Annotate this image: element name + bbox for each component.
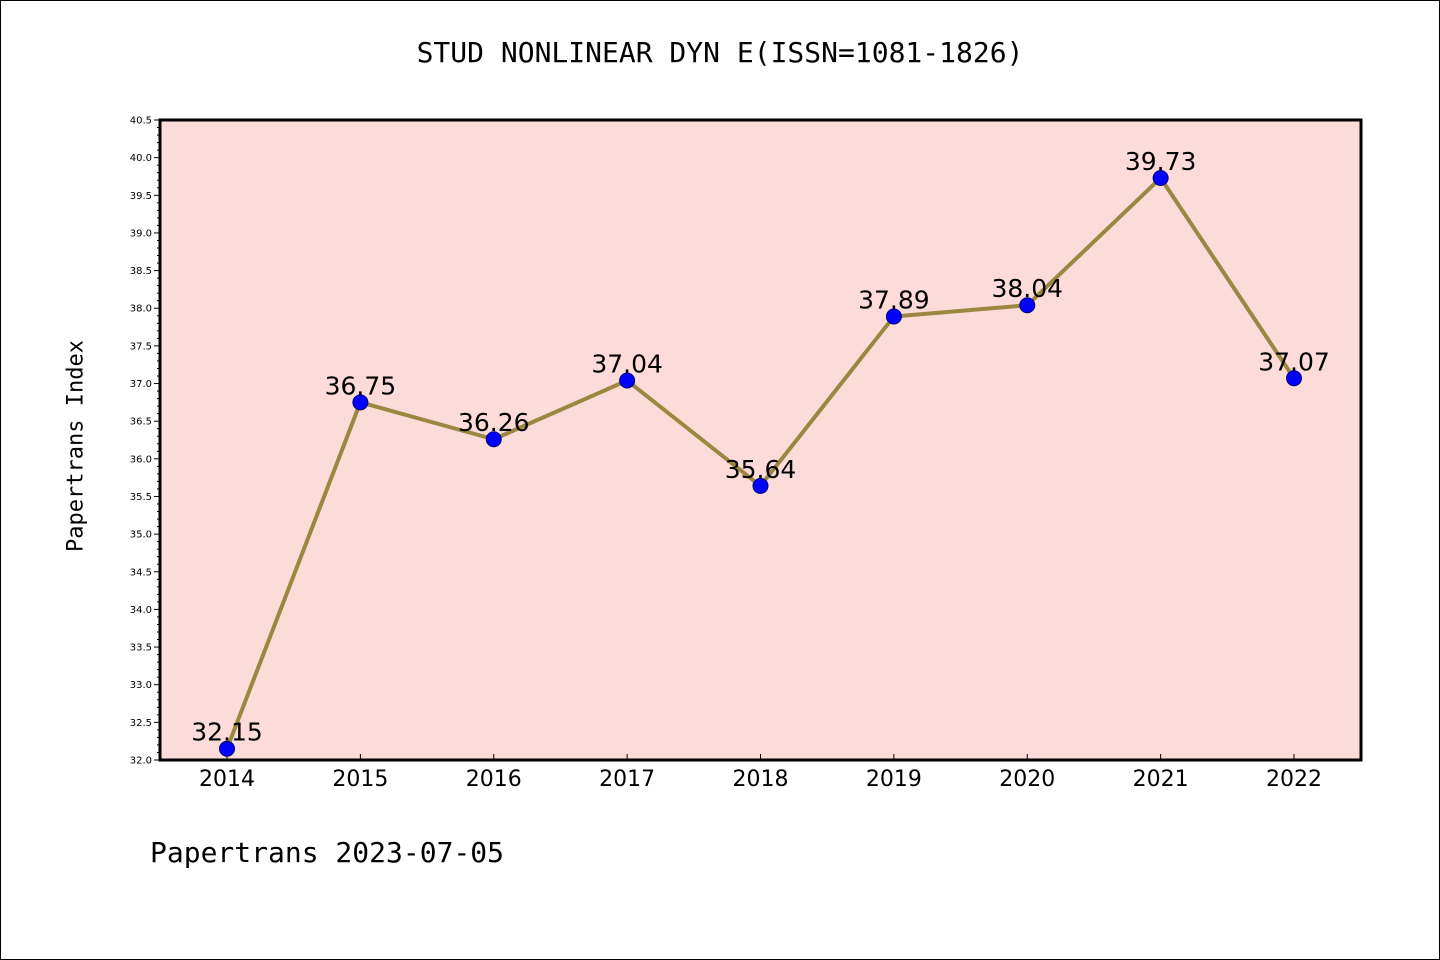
data-point bbox=[1019, 297, 1036, 314]
plot-border bbox=[158, 118, 1363, 762]
data-point bbox=[752, 477, 769, 494]
data-point bbox=[1286, 370, 1302, 387]
data-point bbox=[885, 308, 902, 325]
y-tick-label: 39.5 bbox=[130, 191, 152, 202]
y-tick-label: 39.0 bbox=[130, 228, 152, 239]
y-tick-label: 33.0 bbox=[130, 680, 152, 691]
x-tick-label: 2016 bbox=[466, 767, 522, 792]
x-tick-label: 2018 bbox=[733, 767, 789, 792]
x-tick-label: 2022 bbox=[1266, 767, 1322, 792]
y-tick-label: 36.5 bbox=[130, 417, 152, 428]
y-tick-label: 36.0 bbox=[130, 454, 152, 465]
y-tick-label: 37.5 bbox=[130, 341, 152, 352]
y-tick-label: 38.5 bbox=[130, 266, 152, 277]
x-tick-label: 2017 bbox=[599, 767, 655, 792]
y-tick-label: 38.0 bbox=[130, 304, 152, 315]
chart-title: STUD NONLINEAR DYN E(ISSN=1081-1826) bbox=[416, 36, 1024, 69]
y-tick-label: 32.5 bbox=[130, 718, 152, 729]
data-point bbox=[1152, 169, 1169, 186]
x-tick-label: 2019 bbox=[866, 767, 922, 792]
y-tick-label: 40.5 bbox=[130, 116, 152, 127]
y-tick-label: 34.0 bbox=[130, 605, 152, 616]
x-tick-label: 2021 bbox=[1133, 767, 1189, 792]
y-tick-label: 33.5 bbox=[130, 643, 152, 654]
data-point bbox=[485, 431, 502, 448]
y-tick-label: 35.5 bbox=[130, 492, 152, 503]
data-point bbox=[352, 394, 369, 411]
data-point bbox=[219, 740, 235, 757]
y-tick-label: 35.0 bbox=[130, 530, 152, 541]
x-tick-label: 2020 bbox=[999, 767, 1055, 792]
y-tick-label: 32.0 bbox=[130, 756, 152, 767]
data-point bbox=[619, 372, 636, 389]
footer-stamp: Papertrans 2023-07-05 bbox=[150, 836, 505, 869]
x-tick-label: 2014 bbox=[199, 767, 255, 792]
plot-area bbox=[160, 120, 1361, 760]
y-tick-label: 37.0 bbox=[130, 379, 152, 390]
x-tick-label: 2015 bbox=[332, 767, 388, 792]
y-tick-label: 40.0 bbox=[130, 153, 152, 164]
y-tick-label: 34.5 bbox=[130, 567, 152, 578]
